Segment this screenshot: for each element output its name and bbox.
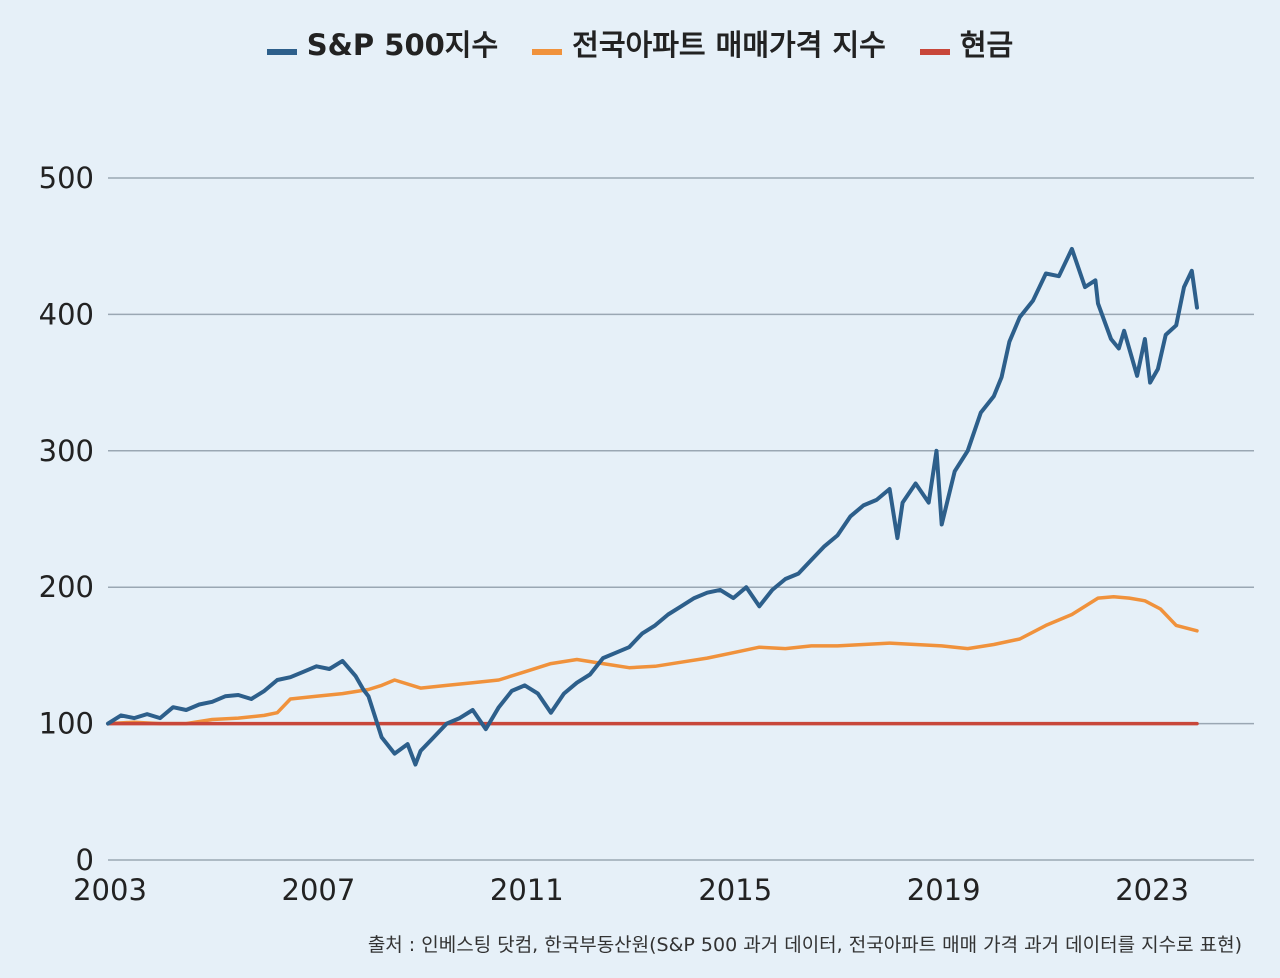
x-tick-label: 2011 <box>490 873 564 907</box>
x-tick-label: 2015 <box>698 873 772 907</box>
legend-label-apartment: 전국아파트 매매가격 지수 <box>572 28 886 62</box>
x-tick-label: 2007 <box>282 873 356 907</box>
legend-item-cash: 현금 <box>919 22 1014 64</box>
chart-legend: S&P 500지수 전국아파트 매매가격 지수 현금 <box>0 22 1280 64</box>
x-tick-label: 2019 <box>907 873 981 907</box>
y-tick-label: 0 <box>76 843 94 877</box>
y-tick-label: 500 <box>39 161 94 195</box>
legend-item-apartment: 전국아파트 매매가격 지수 <box>532 22 886 64</box>
y-tick-label: 400 <box>39 297 94 331</box>
legend-item-sp500: S&P 500지수 <box>266 22 499 64</box>
x-tick-label: 2003 <box>73 873 147 907</box>
series-line-sp500 <box>106 246 1199 767</box>
legend-swatch-apartment <box>532 49 563 55</box>
y-tick-label: 300 <box>39 434 94 468</box>
legend-swatch-cash <box>919 49 950 55</box>
legend-label-cash: 현금 <box>959 28 1014 62</box>
source-note: 출처 : 인베스팅 닷컴, 한국부동산원(S&P 500 과거 데이터, 전국아… <box>367 934 1242 956</box>
legend-swatch-sp500 <box>266 49 297 55</box>
y-tick-label: 200 <box>39 570 94 604</box>
series-line-apartment <box>106 594 1199 726</box>
y-tick-label: 100 <box>39 707 94 741</box>
x-tick-label: 2023 <box>1115 873 1189 907</box>
legend-label-sp500: S&P 500지수 <box>306 28 499 62</box>
